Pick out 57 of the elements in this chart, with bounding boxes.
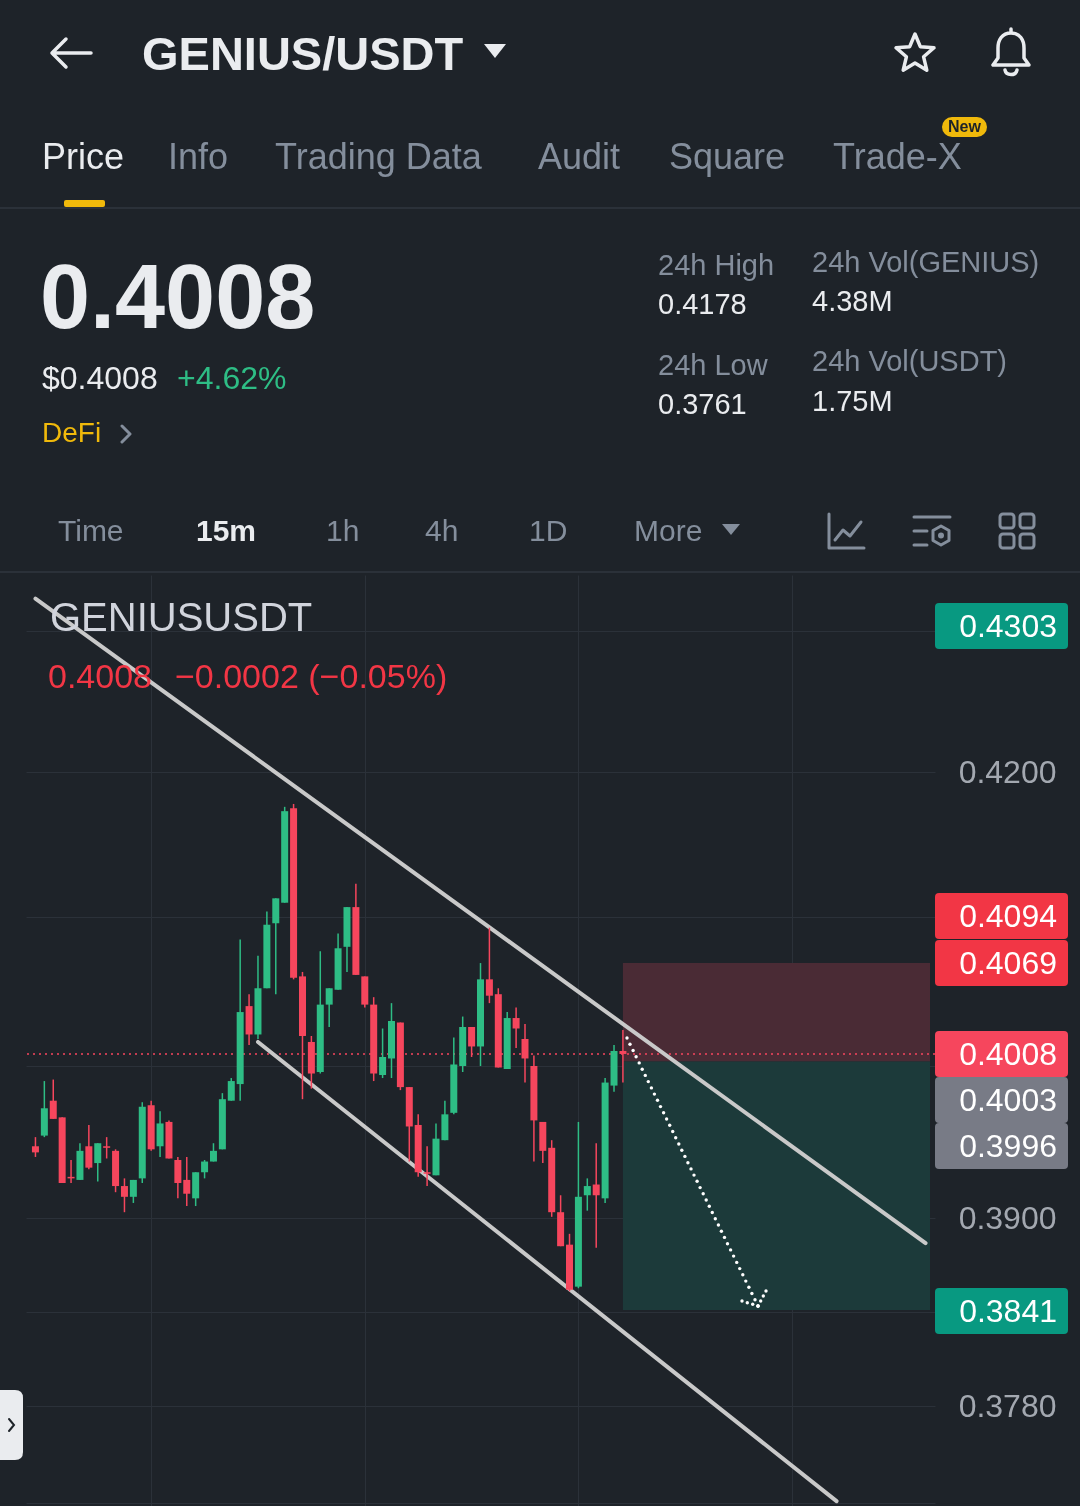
text: 24h Vol(USDT) <box>812 345 1008 379</box>
candlestick <box>120 1177 128 1213</box>
candlestick <box>423 1145 431 1187</box>
text: Square <box>669 136 786 178</box>
text: 0.3996 <box>935 1123 1068 1169</box>
ref-line-label: 0.4008 <box>935 1030 1068 1077</box>
text: Trade-X <box>833 136 962 178</box>
candlestick <box>201 1159 209 1180</box>
text: Audit <box>538 136 621 178</box>
y-tick-label: 0.3900 <box>958 1199 1057 1236</box>
text: Info <box>168 136 229 178</box>
text: 1h <box>326 513 360 549</box>
candlestick <box>325 987 333 1028</box>
text: 0.4303 <box>935 603 1068 649</box>
y-tick-label: 0.4200 <box>958 753 1057 790</box>
annotation: 0.4008 <box>48 657 152 697</box>
candlestick <box>49 1078 57 1120</box>
candlestick <box>379 1027 387 1079</box>
candlestick <box>31 1136 39 1158</box>
text: Price <box>42 136 125 178</box>
candlestick <box>227 1077 235 1102</box>
text: 1.75M <box>812 385 893 419</box>
text: DeFi <box>42 416 102 450</box>
text: 4.38M <box>812 285 893 319</box>
text: More <box>634 513 703 549</box>
annotation: −0.0002 (−0.05%) <box>175 657 448 697</box>
candlestick <box>209 1142 217 1163</box>
text: 24h Low <box>658 349 768 383</box>
text: 1D <box>529 513 568 549</box>
candlestick <box>174 1156 182 1200</box>
candlestick <box>583 1177 591 1212</box>
candlestick <box>512 1006 520 1049</box>
candlestick <box>592 1142 600 1249</box>
text: 0.4003 <box>935 1077 1068 1123</box>
candlestick <box>103 1136 111 1160</box>
text: 0.4008 <box>40 246 316 350</box>
text: 0.4069 <box>935 940 1068 986</box>
text: 0.4178 <box>658 288 747 322</box>
candlestick <box>85 1124 93 1170</box>
text: 0.3841 <box>935 1288 1068 1334</box>
text: New <box>942 117 987 137</box>
candlestick <box>94 1142 102 1183</box>
text: 0.4094 <box>935 893 1068 939</box>
text: 24h High <box>658 249 775 283</box>
text: 15m <box>196 513 257 549</box>
text: Time <box>58 513 124 549</box>
text: 4h <box>425 513 459 549</box>
chart-title: GENIUS/USDT <box>142 26 464 82</box>
text: $0.4008 <box>42 359 158 397</box>
text: Trading Data <box>275 136 482 178</box>
y-tick-label: 0.3780 <box>958 1387 1057 1424</box>
text: 24h Vol(GENIUS) <box>812 246 1040 280</box>
candlestick <box>156 1110 164 1158</box>
text: 0.3761 <box>658 388 747 422</box>
candlestick <box>183 1156 191 1207</box>
candlestick <box>485 926 493 1004</box>
text: +4.62% <box>177 359 287 397</box>
